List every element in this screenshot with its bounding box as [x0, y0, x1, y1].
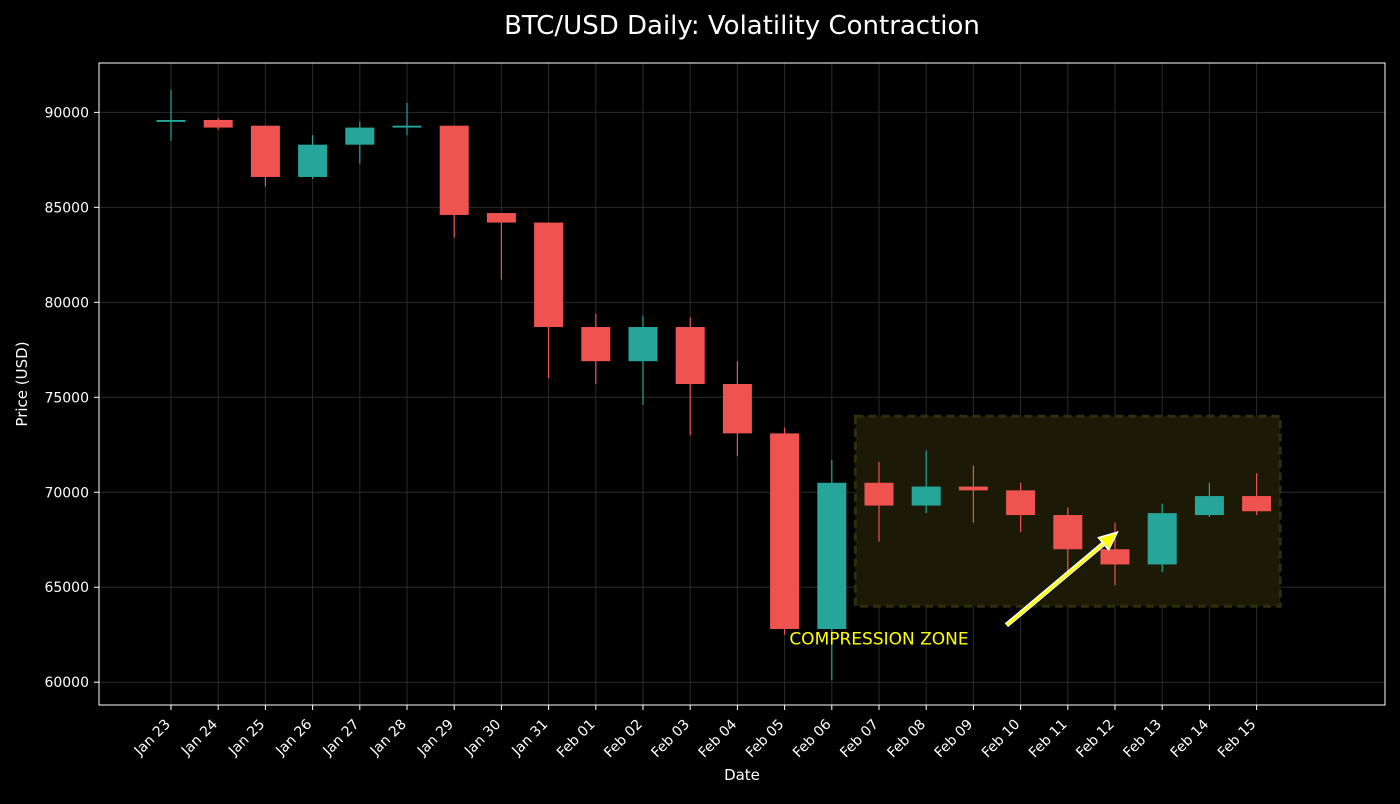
candle-body [1053, 515, 1083, 550]
annotation-label: COMPRESSION ZONE [789, 630, 968, 650]
candle-body [250, 125, 280, 177]
candle [298, 135, 328, 179]
candle-body [298, 144, 328, 177]
candle [486, 213, 516, 280]
candle-body [203, 119, 233, 128]
candle-body [1100, 549, 1130, 565]
candle-body [1147, 513, 1177, 565]
candle [1053, 507, 1083, 573]
candle [392, 102, 422, 136]
candle-body [156, 119, 186, 122]
candle [156, 89, 186, 141]
candle [439, 125, 469, 238]
y-tick-label: 80000 [44, 295, 89, 311]
candle-body [1194, 496, 1224, 516]
candle [770, 427, 800, 635]
candle-body [675, 327, 705, 384]
candle-body [817, 482, 847, 630]
candle-body [1006, 490, 1036, 516]
candle-body [1242, 496, 1272, 512]
candle-body [628, 327, 658, 362]
candle [675, 317, 705, 436]
candle [1194, 482, 1224, 517]
candle [1147, 503, 1177, 573]
candle [1242, 473, 1272, 516]
candle-body [911, 486, 941, 506]
x-axis-label: Date [724, 766, 760, 784]
candle [345, 121, 375, 164]
plot-frame [98, 62, 1386, 706]
candle-body [958, 486, 988, 491]
candle [628, 315, 658, 405]
annotation-arrow-head [1097, 531, 1119, 552]
y-tick-label: 75000 [44, 390, 89, 406]
y-tick-label: 70000 [44, 485, 89, 501]
candle [864, 461, 894, 542]
candle [203, 118, 233, 130]
candle-body [770, 433, 800, 630]
candle [958, 465, 988, 523]
y-tick-label: 85000 [44, 200, 89, 216]
annotation-layer: COMPRESSION ZONE [789, 531, 1119, 650]
candles-layer [156, 89, 1272, 681]
y-tick-label: 90000 [44, 105, 89, 121]
y-axis-label: Price (USD) [13, 341, 31, 426]
candle-body [486, 213, 516, 223]
candle-body [345, 127, 375, 145]
candle-body [722, 384, 752, 434]
candle-body [439, 125, 469, 215]
candle [581, 313, 611, 384]
y-tick-label: 60000 [44, 675, 89, 691]
annotation-arrow-shaft [1005, 542, 1105, 627]
candle [817, 459, 847, 681]
chart-title: BTC/USD Daily: Volatility Contraction [504, 11, 980, 41]
candle-body [534, 222, 564, 328]
candle [911, 450, 941, 514]
candle [250, 125, 280, 187]
y-axis-ticks: 60000 65000 70000 75000 80000 85000 90000 [44, 105, 99, 691]
candle-body [864, 482, 894, 506]
candle [1006, 482, 1036, 533]
candle [534, 222, 564, 379]
y-tick-label: 65000 [44, 580, 89, 596]
candle-body [392, 125, 422, 128]
candle-body [581, 327, 611, 362]
candle [722, 361, 752, 457]
